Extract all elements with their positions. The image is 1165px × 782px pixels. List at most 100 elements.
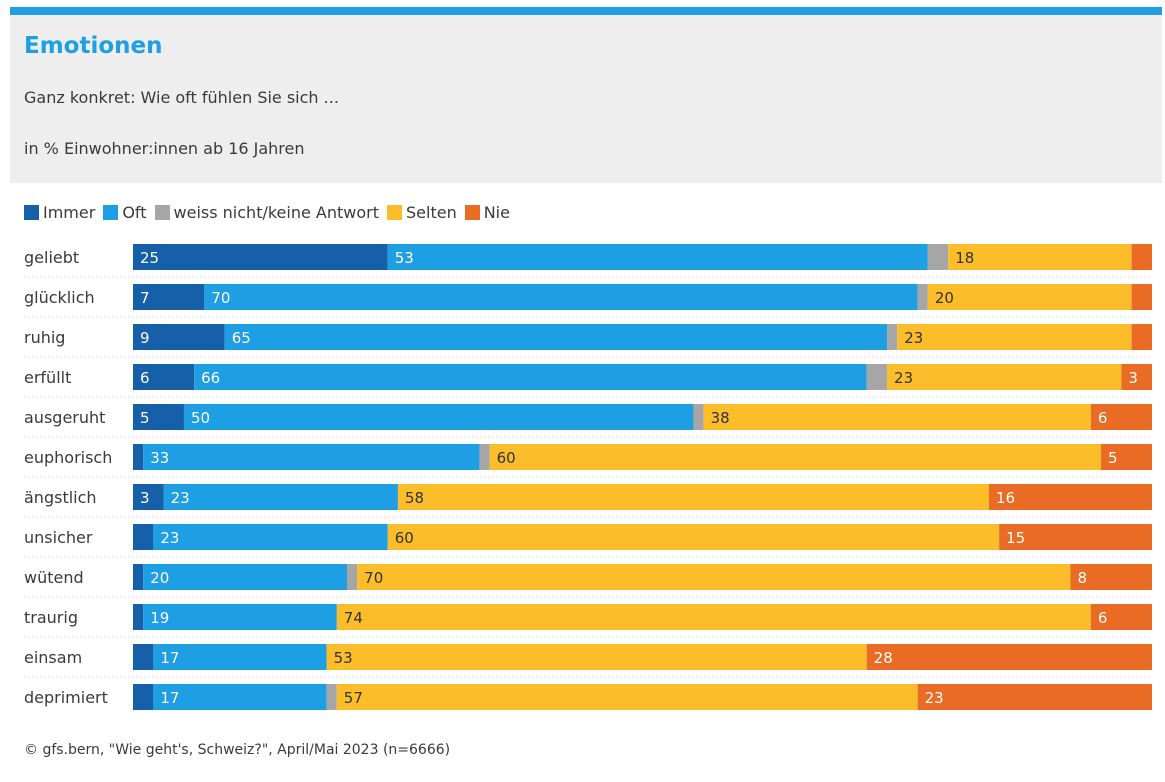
data-label: 9 bbox=[140, 329, 150, 347]
chart-subtitle: Ganz konkret: Wie oft fühlen Sie sich ..… bbox=[24, 88, 339, 107]
legend-swatch bbox=[387, 205, 402, 220]
bar-segment bbox=[999, 524, 1152, 550]
category-label: ausgeruht bbox=[24, 408, 105, 427]
data-label: 70 bbox=[364, 569, 383, 587]
bar-segment bbox=[887, 324, 898, 350]
category-label: deprimiert bbox=[24, 688, 108, 707]
category-label: traurig bbox=[24, 608, 78, 627]
chart-title: Emotionen bbox=[24, 33, 163, 59]
legend-swatch bbox=[24, 205, 39, 220]
bar-segment bbox=[866, 644, 1152, 670]
bar-segment bbox=[326, 644, 867, 670]
data-label: 33 bbox=[150, 449, 169, 467]
bar-segment bbox=[387, 244, 928, 270]
data-label: 53 bbox=[334, 649, 353, 667]
data-label: 65 bbox=[232, 329, 251, 347]
data-label: 57 bbox=[344, 689, 363, 707]
bar-segment bbox=[326, 684, 337, 710]
top-accent-bar bbox=[10, 7, 1162, 15]
bar-segment bbox=[1090, 404, 1152, 430]
bar-segment bbox=[887, 364, 1122, 390]
bar-segment bbox=[133, 244, 388, 270]
data-label: 6 bbox=[1098, 609, 1108, 627]
legend-label: Nie bbox=[483, 203, 510, 222]
data-label: 28 bbox=[874, 649, 893, 667]
category-label: wütend bbox=[24, 568, 84, 587]
data-label: 23 bbox=[925, 689, 944, 707]
legend-label: Oft bbox=[122, 203, 147, 222]
bar-segment bbox=[1131, 244, 1152, 270]
bar-segment bbox=[357, 564, 1071, 590]
bar-segment bbox=[153, 524, 388, 550]
bar-segment bbox=[387, 524, 1000, 550]
category-label: ruhig bbox=[24, 328, 65, 347]
data-label: 66 bbox=[201, 369, 220, 387]
bar-segment bbox=[204, 284, 918, 310]
bar-segment bbox=[224, 324, 888, 350]
bar-segment bbox=[948, 244, 1132, 270]
category-label: geliebt bbox=[24, 248, 79, 267]
bar-segment bbox=[866, 364, 888, 390]
data-label: 17 bbox=[160, 649, 179, 667]
data-label: 3 bbox=[1128, 369, 1138, 387]
data-label: 23 bbox=[171, 489, 190, 507]
legend-item-1: Oft bbox=[103, 203, 147, 222]
bar-segment bbox=[153, 644, 327, 670]
bar-segment bbox=[479, 444, 490, 470]
category-label: glücklich bbox=[24, 288, 95, 307]
data-label: 15 bbox=[1006, 529, 1025, 547]
bar-segment bbox=[927, 244, 949, 270]
data-label: 17 bbox=[160, 689, 179, 707]
data-label: 58 bbox=[405, 489, 424, 507]
legend-label: Selten bbox=[406, 203, 457, 222]
bar-segment bbox=[133, 564, 144, 590]
bar-segment bbox=[988, 484, 1152, 510]
bar-segment bbox=[133, 364, 195, 390]
bar-segment bbox=[133, 404, 184, 430]
bar-segment bbox=[397, 484, 989, 510]
data-label: 74 bbox=[344, 609, 363, 627]
data-label: 8 bbox=[1077, 569, 1087, 587]
bar-segment bbox=[133, 444, 144, 470]
bar-segment bbox=[133, 604, 144, 630]
legend-item-2: weiss nicht/keine Antwort bbox=[154, 203, 379, 222]
data-label: 19 bbox=[150, 609, 169, 627]
data-label: 38 bbox=[711, 409, 730, 427]
bar-segment bbox=[703, 404, 1091, 430]
data-label: 25 bbox=[140, 249, 159, 267]
bar-segment bbox=[194, 364, 867, 390]
data-label: 6 bbox=[1098, 409, 1108, 427]
data-label: 7 bbox=[140, 289, 150, 307]
data-label: 70 bbox=[211, 289, 230, 307]
legend-item-3: Selten bbox=[387, 203, 457, 222]
category-label: ängstlich bbox=[24, 488, 97, 507]
bar-segment bbox=[133, 684, 154, 710]
bar-segment bbox=[153, 684, 327, 710]
data-label: 5 bbox=[140, 409, 150, 427]
legend-label: weiss nicht/keine Antwort bbox=[173, 203, 379, 222]
bar-segment bbox=[693, 404, 704, 430]
bar-segment bbox=[1131, 324, 1152, 350]
data-label: 3 bbox=[140, 489, 150, 507]
data-label: 5 bbox=[1108, 449, 1118, 467]
legend-item-4: Nie bbox=[464, 203, 510, 222]
category-label: einsam bbox=[24, 648, 82, 667]
bar-segment bbox=[917, 284, 928, 310]
bar-segment bbox=[143, 444, 480, 470]
bar-segment bbox=[1090, 604, 1152, 630]
data-label: 60 bbox=[497, 449, 516, 467]
bar-segment bbox=[133, 524, 154, 550]
chart-unit-note: in % Einwohner:innen ab 16 Jahren bbox=[24, 139, 305, 158]
bar-segment bbox=[1101, 444, 1152, 470]
bar-segment bbox=[1070, 564, 1152, 590]
bar-segment bbox=[143, 604, 337, 630]
chart-source-note: © gfs.bern, "Wie geht's, Schweiz?", Apri… bbox=[24, 742, 451, 758]
bar-segment bbox=[897, 324, 1132, 350]
data-label: 53 bbox=[395, 249, 414, 267]
bar-segment bbox=[927, 284, 1132, 310]
bar-segment bbox=[1121, 364, 1152, 390]
bar-segment bbox=[489, 444, 1102, 470]
data-label: 23 bbox=[894, 369, 913, 387]
bar-segment bbox=[163, 484, 398, 510]
